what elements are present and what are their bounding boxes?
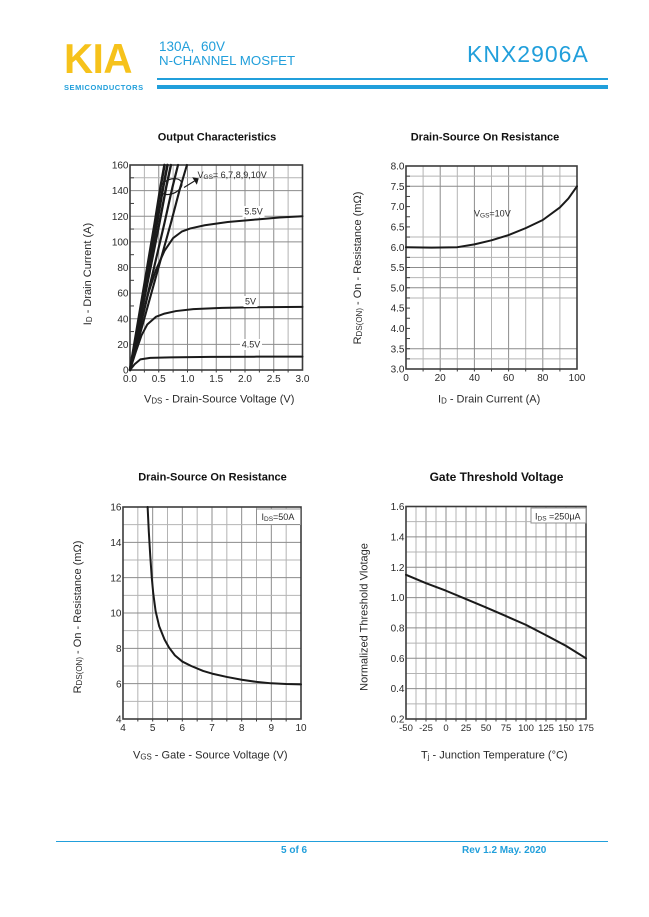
svg-text:2.0: 2.0 bbox=[238, 374, 252, 385]
svg-text:6: 6 bbox=[180, 723, 186, 734]
svg-text:7.5: 7.5 bbox=[391, 182, 405, 193]
svg-text:Output Characteristics: Output Characteristics bbox=[158, 132, 277, 144]
svg-text:VGS=10V: VGS=10V bbox=[474, 209, 511, 220]
svg-text:60: 60 bbox=[117, 289, 129, 300]
svg-text:RDS(ON) - On - Resistance (mΩ): RDS(ON) - On - Resistance (mΩ) bbox=[72, 541, 84, 694]
svg-text:RDS(ON) - On - Resistance (mΩ): RDS(ON) - On - Resistance (mΩ) bbox=[352, 192, 364, 345]
svg-text:1.0: 1.0 bbox=[391, 593, 405, 604]
svg-text:10: 10 bbox=[295, 723, 307, 734]
svg-text:4.0: 4.0 bbox=[391, 324, 405, 335]
svg-text:80: 80 bbox=[537, 373, 549, 384]
svg-text:ID - Drain Current (A): ID - Drain Current (A) bbox=[438, 394, 540, 406]
svg-text:8: 8 bbox=[116, 644, 122, 655]
svg-text:20: 20 bbox=[435, 373, 447, 384]
svg-text:Drain-Source On Resistance: Drain-Source On Resistance bbox=[138, 472, 287, 484]
svg-text:-50: -50 bbox=[399, 723, 413, 734]
svg-text:Normalized Threshold Vlotage: Normalized Threshold Vlotage bbox=[359, 543, 371, 691]
svg-text:VDS - Drain-Source Voltage (V): VDS - Drain-Source Voltage (V) bbox=[144, 394, 294, 406]
svg-text:3.5: 3.5 bbox=[391, 344, 405, 355]
svg-text:100: 100 bbox=[518, 723, 534, 734]
svg-text:9: 9 bbox=[269, 723, 275, 734]
svg-text:0.0: 0.0 bbox=[123, 374, 137, 385]
svg-text:4.5V: 4.5V bbox=[242, 340, 261, 350]
svg-text:0: 0 bbox=[403, 373, 409, 384]
svg-text:12: 12 bbox=[110, 573, 122, 584]
svg-text:8.0: 8.0 bbox=[391, 162, 405, 173]
svg-text:60: 60 bbox=[503, 373, 515, 384]
svg-text:100: 100 bbox=[569, 373, 586, 384]
svg-text:25: 25 bbox=[461, 723, 472, 734]
svg-text:1.4: 1.4 bbox=[391, 532, 405, 543]
svg-text:125: 125 bbox=[538, 723, 554, 734]
svg-text:1.6: 1.6 bbox=[391, 502, 405, 513]
svg-text:0.5: 0.5 bbox=[152, 374, 166, 385]
svg-text:140: 140 bbox=[112, 186, 129, 197]
svg-text:5: 5 bbox=[150, 723, 156, 734]
svg-text:-25: -25 bbox=[419, 723, 433, 734]
svg-text:6.5: 6.5 bbox=[391, 223, 405, 234]
svg-text:1.0: 1.0 bbox=[181, 374, 195, 385]
svg-text:6: 6 bbox=[116, 679, 122, 690]
svg-text:80: 80 bbox=[117, 263, 129, 274]
svg-text:IDS =250μA: IDS =250μA bbox=[535, 512, 581, 523]
svg-text:7.0: 7.0 bbox=[391, 202, 405, 213]
svg-text:6.0: 6.0 bbox=[391, 243, 405, 254]
svg-text:1.2: 1.2 bbox=[391, 563, 405, 574]
svg-text:VGS - Gate - Source Voltage (V: VGS - Gate - Source Voltage (V) bbox=[133, 750, 287, 762]
svg-text:7: 7 bbox=[209, 723, 215, 734]
svg-text:Drain-Source On Resistance: Drain-Source On Resistance bbox=[411, 132, 560, 144]
svg-text:5.0: 5.0 bbox=[391, 283, 405, 294]
svg-text:0.8: 0.8 bbox=[391, 624, 405, 635]
svg-text:100: 100 bbox=[112, 237, 129, 248]
svg-text:120: 120 bbox=[112, 212, 129, 223]
svg-text:0.4: 0.4 bbox=[391, 684, 405, 695]
svg-text:20: 20 bbox=[117, 340, 129, 351]
svg-text:IDS=50A: IDS=50A bbox=[262, 512, 295, 523]
svg-text:0: 0 bbox=[443, 723, 448, 734]
svg-text:2.5: 2.5 bbox=[267, 374, 281, 385]
svg-text:40: 40 bbox=[469, 373, 481, 384]
svg-text:4.5: 4.5 bbox=[391, 304, 405, 315]
svg-text:5.5V: 5.5V bbox=[244, 207, 263, 217]
svg-text:Tj - Junction Temperature (°C): Tj - Junction Temperature (°C) bbox=[421, 750, 568, 762]
svg-text:8: 8 bbox=[239, 723, 245, 734]
svg-text:4: 4 bbox=[120, 723, 126, 734]
svg-text:3.0: 3.0 bbox=[391, 365, 405, 376]
svg-text:5V: 5V bbox=[245, 297, 256, 307]
svg-text:5.5: 5.5 bbox=[391, 263, 405, 274]
svg-text:0.6: 0.6 bbox=[391, 654, 405, 665]
svg-text:0: 0 bbox=[123, 366, 129, 377]
svg-text:10: 10 bbox=[110, 609, 122, 620]
svg-text:ID - Drain Current (A): ID - Drain Current (A) bbox=[82, 223, 94, 325]
svg-text:1.5: 1.5 bbox=[209, 374, 223, 385]
svg-text:150: 150 bbox=[558, 723, 574, 734]
svg-text:14: 14 bbox=[110, 538, 122, 549]
svg-text:40: 40 bbox=[117, 314, 129, 325]
svg-text:75: 75 bbox=[501, 723, 512, 734]
svg-text:3.0: 3.0 bbox=[296, 374, 310, 385]
svg-text:4: 4 bbox=[116, 715, 122, 726]
svg-text:50: 50 bbox=[481, 723, 492, 734]
svg-text:175: 175 bbox=[578, 723, 594, 734]
svg-text:VGS= 6,7,8,9,10V: VGS= 6,7,8,9,10V bbox=[198, 170, 267, 181]
svg-text:0.2: 0.2 bbox=[391, 715, 405, 726]
svg-text:Gate Threshold Voltage: Gate Threshold Voltage bbox=[430, 470, 564, 484]
svg-text:16: 16 bbox=[110, 503, 122, 514]
svg-text:160: 160 bbox=[112, 161, 129, 172]
